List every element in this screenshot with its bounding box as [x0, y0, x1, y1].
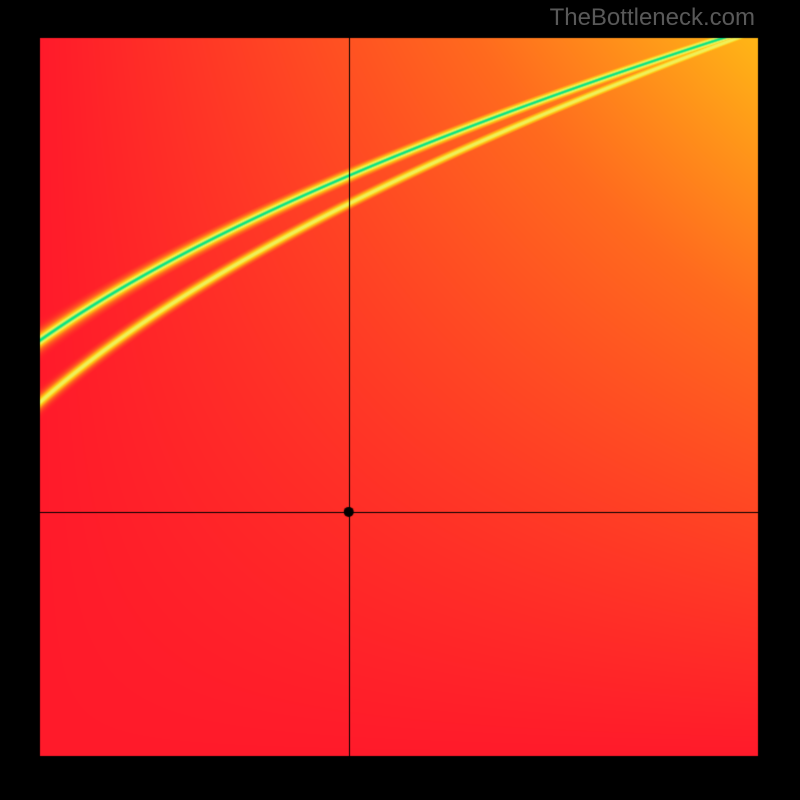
watermark-text: TheBottleneck.com — [550, 4, 755, 32]
heatmap-canvas — [0, 0, 800, 800]
chart-container: TheBottleneck.com — [0, 0, 800, 800]
